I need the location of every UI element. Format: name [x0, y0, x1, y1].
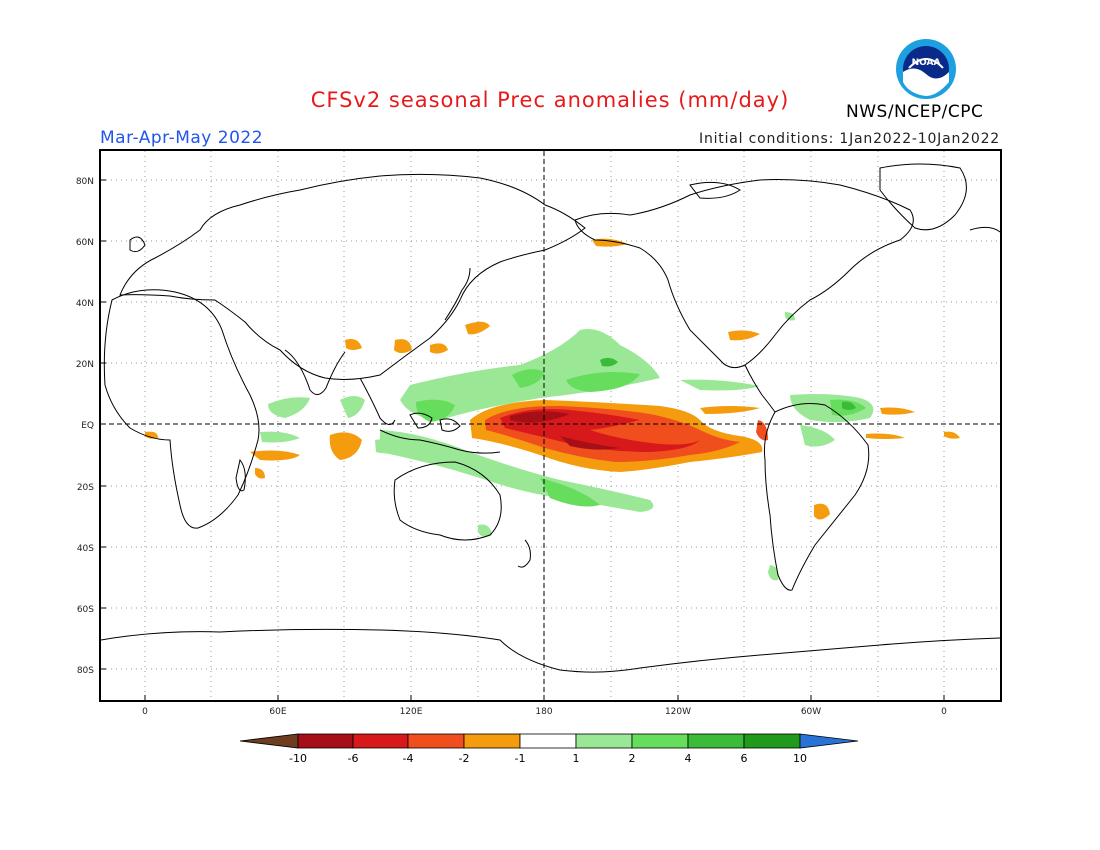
colorbar-segment	[297, 733, 354, 749]
colorbar-segment	[239, 733, 299, 749]
map-title: CFSv2 seasonal Prec anomalies (mm/day)	[310, 88, 790, 112]
lat-label: EQ	[81, 421, 94, 431]
lat-label: 80S	[77, 666, 94, 676]
colorbar-label: 6	[741, 752, 748, 765]
colorbar-label: 10	[793, 752, 807, 765]
lat-label: 20S	[77, 483, 94, 493]
lon-ticks	[144, 695, 945, 701]
lat-labels: 80N 60N 40N 20N EQ 20S 40S 60S 80S	[76, 177, 94, 676]
colorbar-segment	[463, 733, 521, 749]
initial-conditions: Initial conditions: 1Jan2022-10Jan2022	[699, 131, 1000, 147]
dry-anomalies	[145, 238, 960, 520]
lat-label: 20N	[76, 360, 94, 370]
colorbar-segment	[631, 733, 689, 749]
colorbar-segment	[407, 733, 465, 749]
colorbar	[239, 733, 859, 749]
forecast-period: Mar-Apr-May 2022	[100, 128, 264, 148]
lat-label: 60N	[76, 238, 94, 248]
colorbar-labels: -10 -6 -4 -2 -1 1 2 4 6 10	[289, 752, 807, 765]
colorbar-segment	[799, 733, 859, 749]
lon-label: 120W	[665, 707, 691, 717]
noaa-logo: NOAA	[896, 39, 956, 99]
colorbar-segment	[352, 733, 409, 749]
colorbar-label: -4	[403, 752, 414, 765]
colorbar-segment	[687, 733, 745, 749]
colorbar-label: -6	[348, 752, 359, 765]
colorbar-label: 2	[629, 752, 636, 765]
lat-ticks	[100, 179, 106, 670]
lat-label: 60S	[77, 605, 94, 615]
colorbar-label: -1	[515, 752, 526, 765]
lon-labels: 0 60E 120E 180 120W 60W 0	[142, 707, 947, 717]
colorbar-segment	[519, 733, 577, 749]
lon-label: 120E	[400, 707, 423, 717]
colorbar-label: 1	[573, 752, 580, 765]
colorbar-segment	[575, 733, 633, 749]
wet-anomalies	[260, 312, 874, 581]
colorbar-label: -2	[459, 752, 470, 765]
colorbar-label: -10	[289, 752, 307, 765]
logo-text: NOAA	[912, 58, 941, 68]
lat-label: 80N	[76, 177, 94, 187]
lat-label: 40N	[76, 299, 94, 309]
agency-label: NWS/NCEP/CPC	[846, 102, 984, 122]
lon-label: 0	[142, 707, 148, 717]
lon-label: 60W	[801, 707, 821, 717]
lon-label: 60E	[269, 707, 286, 717]
colorbar-label: 4	[685, 752, 692, 765]
lon-label: 180	[535, 707, 552, 717]
lat-label: 40S	[77, 544, 94, 554]
colorbar-segment	[743, 733, 801, 749]
coastlines	[101, 163, 1000, 673]
lon-label: 0	[941, 707, 947, 717]
